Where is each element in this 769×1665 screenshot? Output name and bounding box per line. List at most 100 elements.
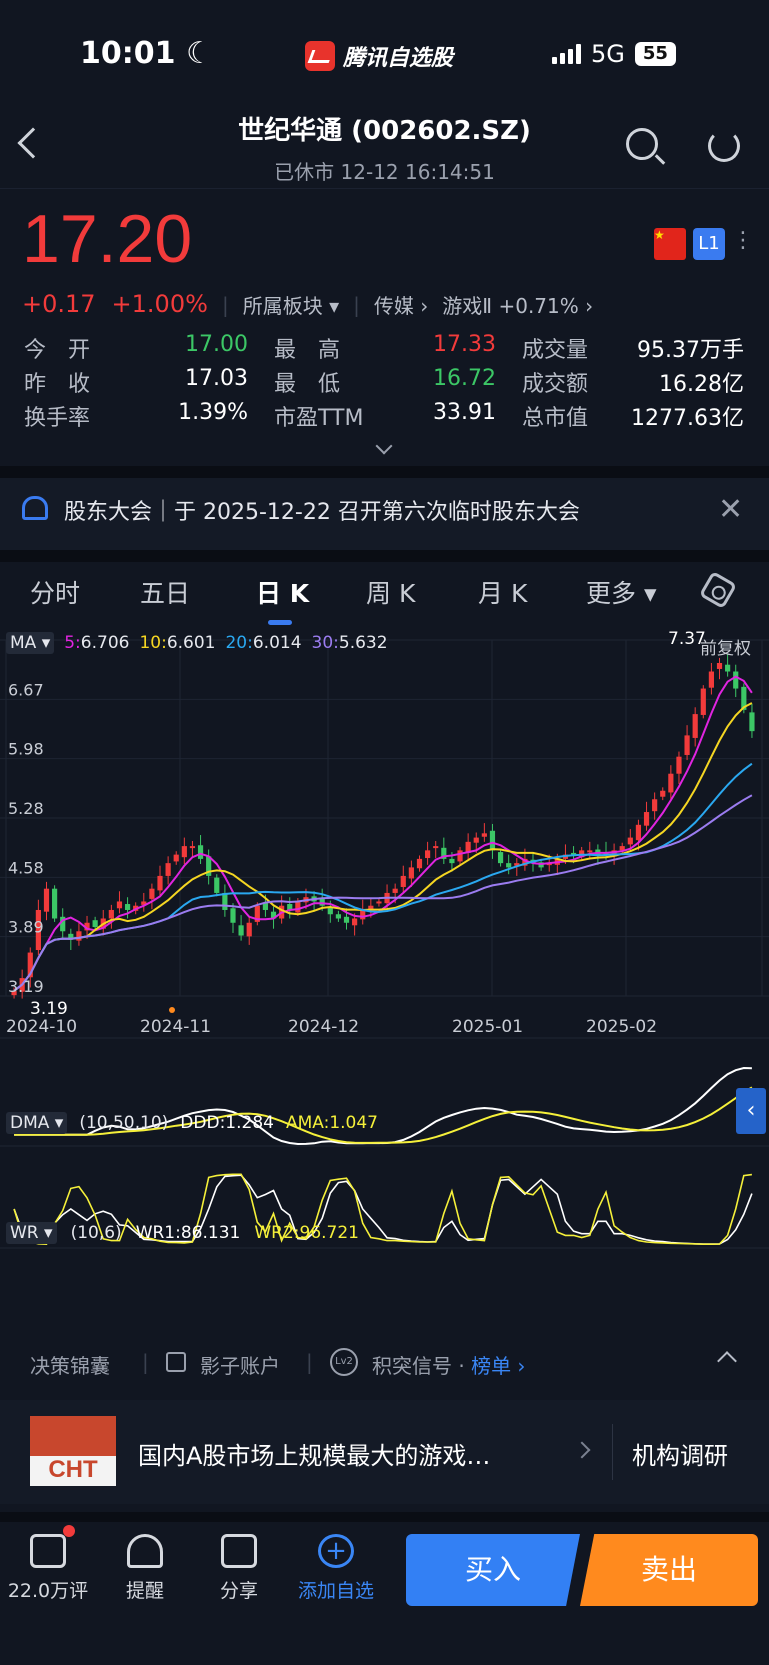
candle-body — [343, 916, 350, 923]
candle-body — [708, 671, 714, 688]
shadow-account-link[interactable]: 影子账户 — [200, 1354, 280, 1378]
ma20-value: 20:6.014 — [225, 633, 302, 653]
y-tick-label: 5.98 — [8, 740, 44, 759]
candle-body — [246, 922, 252, 937]
buy-button[interactable]: 买入 — [406, 1534, 580, 1606]
collapse-panel-icon[interactable]: ‹ — [736, 1088, 766, 1134]
candle-body — [360, 909, 366, 920]
candle-body — [165, 863, 171, 876]
stat-value: 17.03 — [185, 366, 248, 391]
x-tick-label: 2025-01 — [452, 1017, 523, 1037]
candle-body — [173, 854, 179, 862]
x-tick-label: 2024-11 — [140, 1017, 211, 1037]
ma30-value: 30:5.632 — [311, 633, 388, 653]
status-time: 10:01 ☾ — [80, 36, 213, 71]
y-tick-label: 6.67 — [8, 680, 44, 699]
candle-body — [433, 846, 439, 849]
ranking-link[interactable]: 榜单 › — [471, 1354, 526, 1378]
close-icon[interactable]: ✕ — [718, 492, 744, 527]
more-icon[interactable]: ⋮ — [732, 228, 754, 253]
sector-link-game[interactable]: 游戏Ⅱ +0.71% › — [442, 294, 594, 318]
candle-body — [214, 877, 220, 893]
ma10-value: 10:6.601 — [139, 633, 216, 653]
kline-chart[interactable]: 7.376.675.985.284.583.893.192024-102024-… — [0, 628, 769, 1328]
signal-icon — [552, 44, 581, 64]
expand-icon[interactable] — [375, 437, 393, 455]
share-button[interactable]: 分享 — [204, 1534, 274, 1603]
candle-body — [652, 799, 658, 812]
y-tick-label: 3.19 — [8, 977, 44, 996]
notice-text[interactable]: 股东大会｜于 2025-12-22 召开第六次临时股东大会 — [64, 500, 580, 525]
tab-monthly-k[interactable]: 月 K — [478, 579, 528, 608]
candle-body — [465, 841, 471, 853]
ma-dropdown[interactable]: MA ▾ — [6, 632, 55, 654]
candle-body — [189, 846, 196, 849]
share-label: 分享 — [219, 1580, 258, 1602]
sector-dropdown[interactable]: 所属板块 ▾ — [242, 294, 340, 318]
tab-weekly-k[interactable]: 周 K — [366, 579, 416, 608]
candle-body — [579, 850, 585, 858]
refresh-icon[interactable] — [708, 130, 740, 162]
chart-labels: 7.376.675.985.284.583.893.192024-102024-… — [6, 629, 706, 1037]
candle-body — [392, 888, 398, 893]
divider — [0, 188, 769, 189]
institution-research-link[interactable]: 机构调研 — [632, 1442, 728, 1470]
company-promo[interactable] — [0, 1400, 769, 1504]
sector-media-label: 传媒 — [373, 294, 414, 318]
stat-value: 17.33 — [433, 332, 496, 357]
ma-lines — [13, 675, 753, 992]
sector-link-media[interactable]: 传媒 › — [373, 294, 429, 318]
tab-five-day[interactable]: 五日 — [140, 579, 191, 608]
add-watchlist-button[interactable]: + 添加自选 — [288, 1534, 384, 1603]
app-logo-icon — [305, 41, 335, 71]
adjust-mode[interactable]: 前复权 — [700, 639, 751, 659]
candle-body — [416, 858, 423, 869]
comments-button[interactable]: 22.0万评 — [6, 1525, 90, 1603]
dma-dropdown[interactable]: DMA ▾ — [6, 1112, 68, 1134]
tools-bar: 决策锦囊 | 影子账户 | Lv2 积突信号 · 榜单 › — [0, 1336, 769, 1392]
candle-body — [700, 688, 706, 715]
stat-value: 16.72 — [433, 366, 496, 391]
tab-more[interactable]: 更多 ▾ — [586, 579, 657, 608]
remind-button[interactable]: 提醒 — [110, 1534, 180, 1603]
level1-badge[interactable]: L1 — [693, 228, 725, 260]
candle-body — [197, 845, 204, 859]
promo-text[interactable]: 国内A股市场上规模最大的游戏… — [138, 1442, 491, 1470]
candle-body — [660, 790, 666, 797]
tab-intraday[interactable]: 分时 — [30, 579, 81, 608]
stat-value: 1.39% — [178, 400, 248, 425]
sell-button[interactable]: 卖出 — [580, 1534, 758, 1606]
sector-game-label: 游戏Ⅱ +0.71% — [442, 294, 579, 318]
candle-body — [141, 901, 147, 905]
tab-daily-k[interactable]: 日 K — [256, 579, 310, 608]
search-icon[interactable] — [626, 128, 658, 160]
candle-body — [627, 837, 633, 845]
event-marker — [169, 1007, 175, 1013]
chevron-up-icon[interactable] — [717, 1351, 737, 1371]
candle-body — [570, 852, 577, 855]
tab-indicator — [268, 620, 292, 625]
chart-icon — [166, 1352, 186, 1372]
candle-body — [619, 846, 625, 851]
signal-link[interactable]: 积突信号 · 榜单 › — [372, 1354, 526, 1378]
wr-dropdown[interactable]: WR ▾ — [6, 1222, 57, 1244]
candle-body — [741, 686, 747, 710]
decision-tips-link[interactable]: 决策锦囊 — [30, 1354, 110, 1378]
candle-body — [230, 908, 236, 923]
stat-value: 95.37万手 — [637, 338, 744, 363]
network-label: 5G — [591, 40, 625, 68]
dma-params: (10,50,10) — [79, 1113, 169, 1133]
signal-label: 积突信号 — [372, 1354, 452, 1378]
candle-body — [489, 830, 496, 851]
page-title: 世纪华通 (002602.SZ) — [238, 116, 531, 146]
lv2-icon: Lv2 — [330, 1348, 358, 1376]
divider: | — [142, 1350, 149, 1374]
remind-label: 提醒 — [125, 1580, 164, 1602]
dma-panel — [14, 1066, 753, 1146]
candle-body — [400, 875, 406, 887]
change-percent: +1.00% — [111, 290, 208, 318]
notice-bar[interactable] — [0, 478, 769, 550]
x-tick-label: 2024-10 — [6, 1017, 77, 1037]
candle-body — [725, 664, 731, 672]
candle-body — [408, 867, 414, 879]
